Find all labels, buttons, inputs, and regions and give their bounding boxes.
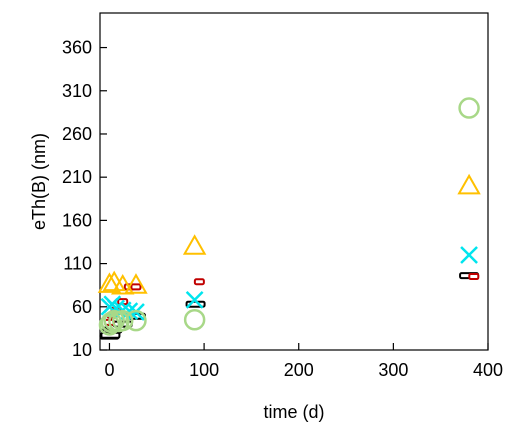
data-point — [193, 278, 205, 286]
y-tick-label: 60 — [72, 297, 92, 317]
x-tick-label: 100 — [189, 360, 219, 380]
data-marks — [97, 97, 481, 340]
data-point — [130, 283, 142, 291]
y-tick-label: 360 — [62, 38, 92, 58]
data-point — [98, 314, 121, 336]
data-point — [182, 234, 207, 255]
y-tick-label: 110 — [63, 254, 92, 274]
data-point — [97, 272, 122, 293]
x-tick-label: 200 — [284, 360, 314, 380]
x-axis-title: time (d) — [263, 402, 324, 422]
data-point — [458, 97, 480, 119]
data-point — [124, 273, 148, 294]
data-point — [457, 173, 481, 195]
data-point — [468, 273, 480, 281]
y-tick-label: 260 — [62, 124, 92, 144]
y-tick-label: 160 — [62, 210, 92, 230]
x-tick-label: 300 — [378, 360, 408, 380]
axes: 0 100 200 300 400 10 60 110 160 210 260 310 360 — [62, 12, 503, 380]
plot-frame — [99, 12, 489, 351]
data-point — [110, 274, 135, 295]
y-tick-label: 210 — [62, 167, 92, 187]
data-point — [185, 290, 204, 309]
data-point — [460, 246, 478, 264]
data-point — [125, 309, 147, 332]
data-point — [100, 311, 123, 334]
y-tick-label: 10 — [72, 340, 92, 360]
x-tick-label: 0 — [104, 360, 114, 380]
data-point — [183, 309, 206, 331]
y-axis-title: eTh(B) (nm) — [29, 133, 49, 230]
data-point — [111, 309, 134, 332]
y-tick-label: 310 — [62, 81, 92, 101]
x-tick-label: 400 — [473, 360, 503, 380]
